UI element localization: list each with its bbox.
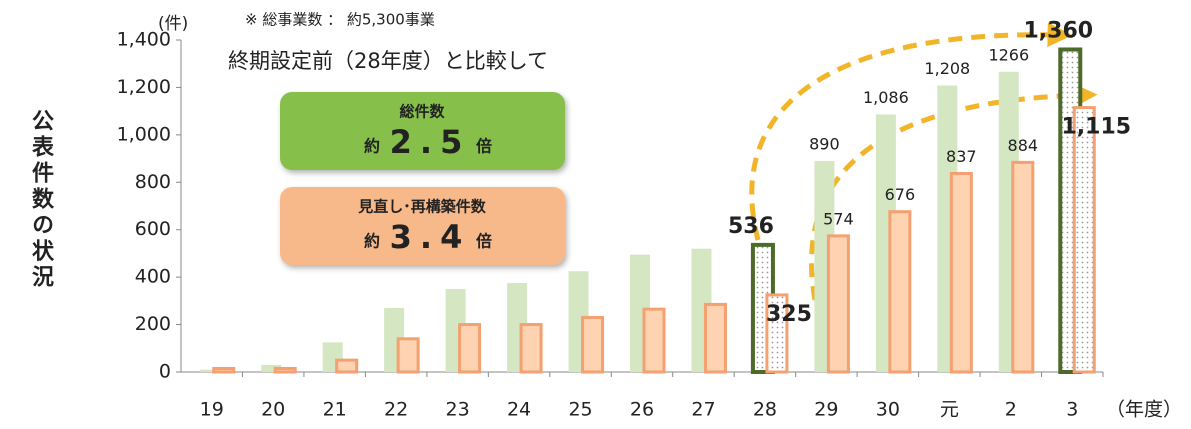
- value-label: 1266: [988, 45, 1029, 64]
- bar: [949, 172, 973, 374]
- value-label: 890: [809, 134, 840, 153]
- bar: [519, 323, 543, 374]
- box-value: 2.5: [390, 123, 471, 161]
- bar: [212, 366, 236, 374]
- x-tick-label: 30: [876, 399, 900, 421]
- x-tick-label: 2: [1005, 399, 1017, 421]
- y-tick-label: 600: [135, 218, 171, 240]
- bar: [642, 307, 666, 374]
- box-prefix: 約: [364, 137, 380, 156]
- value-label: 1,115: [1061, 115, 1131, 140]
- bar: [335, 358, 359, 374]
- x-tick-label: 27: [691, 399, 715, 421]
- x-tick-label: 25: [568, 399, 592, 421]
- value-label: 325: [766, 302, 812, 327]
- bar: [826, 234, 850, 374]
- bar: [273, 366, 297, 374]
- value-label: 574: [823, 209, 854, 228]
- y-tick-label: 200: [135, 313, 171, 335]
- box-suffix: 倍: [476, 137, 492, 156]
- y-unit: (件): [158, 14, 188, 34]
- x-tick-label: 21: [323, 399, 347, 421]
- x-tick-label: 元: [940, 399, 959, 421]
- bar: [458, 323, 482, 374]
- box-prefix: 約: [364, 232, 380, 251]
- x-tick-label: 22: [384, 399, 408, 421]
- value-label: 676: [885, 185, 916, 204]
- box-value: 3.4: [390, 218, 471, 256]
- info-box: [280, 187, 565, 265]
- bar: [396, 337, 420, 374]
- bar: [1072, 106, 1096, 374]
- box-suffix: 倍: [476, 232, 492, 251]
- y-tick-label: 1,200: [117, 76, 171, 98]
- value-label: 1,360: [1023, 18, 1093, 43]
- y-tick-label: 800: [135, 171, 171, 193]
- y-tick-label: 0: [159, 361, 171, 383]
- x-tick-label: 24: [507, 399, 531, 421]
- arrow: [749, 22, 1073, 241]
- value-label: 884: [1008, 136, 1039, 155]
- box-title: 総件数: [399, 103, 445, 121]
- bar: [703, 302, 727, 374]
- y-tick-label: 1,400: [117, 29, 171, 51]
- bar: [888, 210, 912, 374]
- bar: [261, 364, 282, 372]
- value-label: 536: [728, 214, 774, 239]
- x-tick-label: 28: [753, 399, 777, 421]
- bar: [199, 369, 220, 372]
- y-axis-title: 公表件数の状況: [28, 109, 54, 291]
- x-tick-label: 26: [630, 399, 654, 421]
- x-tick-label: 3: [1066, 399, 1078, 421]
- value-label: 837: [946, 147, 977, 166]
- value-label: 1,086: [863, 88, 909, 107]
- bar: [765, 293, 789, 374]
- y-tick-label: 1,000: [117, 123, 171, 145]
- y-tick-label: 400: [135, 266, 171, 288]
- x-tick-label: 20: [261, 399, 285, 421]
- x-tick-label: 23: [446, 399, 470, 421]
- x-unit: （年度）: [1106, 399, 1182, 421]
- note: ※ 総事業数 ： 約5,300事業: [245, 11, 435, 29]
- x-tick-label: 29: [814, 399, 838, 421]
- box-title: 見直し･再構築件数: [357, 198, 487, 216]
- value-label: 1,208: [924, 59, 970, 78]
- bar: [581, 315, 605, 374]
- x-tick-label: 19: [200, 399, 224, 421]
- info-box: [280, 92, 565, 170]
- bar: [1011, 160, 1035, 374]
- subtitle: 終期設定前（28年度）と比較して: [228, 49, 548, 73]
